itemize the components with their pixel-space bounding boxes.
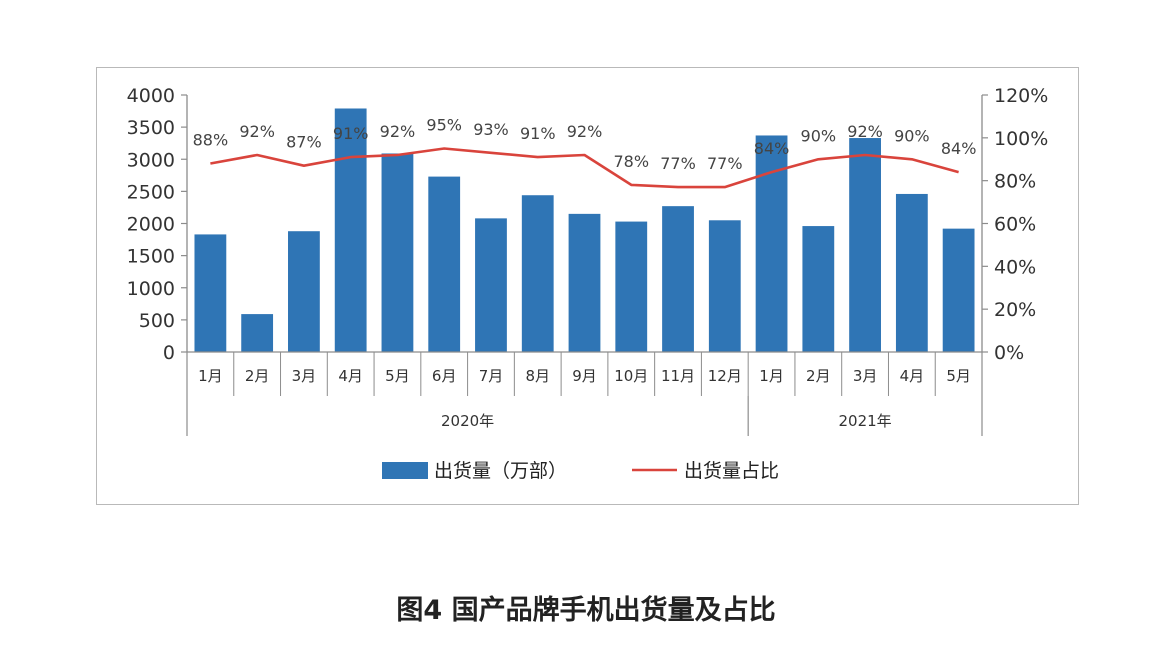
bar-8 [521,195,554,352]
bar-2 [241,314,274,352]
bar-1 [194,234,227,352]
x-tick-label: 7月 [479,367,504,385]
y-right-tick-label: 80% [994,171,1036,193]
share-data-label: 90% [801,126,837,145]
share-data-label: 87% [286,133,322,152]
bar-15 [849,138,881,352]
share-data-label: 95% [426,116,462,135]
bar-4 [334,108,367,353]
bar-3 [288,231,320,352]
group-label: 2021年 [838,412,891,430]
group-label: 2020年 [441,412,494,430]
bar-10 [615,221,648,352]
y-left-tick-label: 500 [139,310,175,332]
legend-label-line: 出货量占比 [684,460,779,482]
share-data-label: 91% [520,124,556,143]
bar-16 [895,193,928,352]
y-right-tick-label: 0% [994,342,1024,364]
figure-caption: 图4 国产品牌手机出货量及占比 [396,595,776,626]
share-data-label: 92% [380,122,416,141]
share-data-label: 77% [660,154,696,173]
chart-svg: 4000 3500 3000 2500 2000 1500 1000 500 0 120% 100%… [127,85,1049,482]
share-data-label: 77% [707,154,743,173]
y-left-tick-label: 1000 [127,278,175,300]
y-left-tick-label: 4000 [127,85,175,107]
bar-12 [708,220,741,352]
bar-17 [942,228,975,352]
x-tick-label: 6月 [432,367,457,385]
x-tick-label: 5月 [385,367,410,385]
share-line [210,147,959,189]
y-right-tick-label: 60% [994,214,1036,236]
y-right-tick-label: 20% [994,299,1036,321]
x-tick-label: 1月 [759,367,784,385]
share-data-label: 92% [567,122,603,141]
x-tick-label: 3月 [292,367,317,385]
line-group [210,147,959,189]
y-left-tick-label: 2000 [127,214,175,236]
y-right-tick-label: 120% [994,85,1048,107]
x-tick-label: 11月 [661,367,695,385]
bar-11 [662,206,694,352]
share-data-label: 92% [239,122,275,141]
x-tick-label: 10月 [614,367,648,385]
bar-14 [802,226,835,352]
share-data-label: 91% [333,124,369,143]
share-data-label: 88% [193,131,229,150]
x-tick-label: 2月 [245,367,270,385]
bar-9 [568,213,601,352]
bar-5 [381,153,414,352]
y-right-tick-label: 100% [994,128,1048,150]
y-left-tick-label: 3500 [127,117,175,139]
x-tick-label: 9月 [572,367,597,385]
x-tick-label: 2月 [806,367,831,385]
x-tick-label: 4月 [900,367,925,385]
legend-swatch-bar [382,462,428,479]
x-tick-label: 5月 [946,367,971,385]
bars-group [194,108,975,353]
legend: 出货量（万部） 出货量占比 [382,460,779,482]
share-data-label: 93% [473,120,509,139]
axes-group: 4000 3500 3000 2500 2000 1500 1000 500 0 120% 100%… [127,85,1048,436]
x-tick-label: 1月 [198,367,223,385]
y-left-tick-label: 0 [163,342,175,364]
x-tick-label: 3月 [853,367,878,385]
chart-frame: 4000 3500 3000 2500 2000 1500 1000 500 0 120% 100%… [96,67,1079,505]
x-tick-label: 12月 [708,367,742,385]
y-left-tick-label: 1500 [127,246,175,268]
y-left-tick-label: 3000 [127,149,175,171]
bar-7 [475,218,507,352]
x-tick-label: 4月 [338,367,363,385]
share-data-label: 90% [894,126,930,145]
y-right-tick-label: 40% [994,256,1036,278]
share-data-label: 84% [754,139,790,158]
share-data-label: 78% [613,152,649,171]
y-left-tick-label: 2500 [127,181,175,203]
x-tick-label: 8月 [525,367,550,385]
legend-label-bar: 出货量（万部） [434,460,567,482]
share-data-label: 84% [941,139,977,158]
data-labels-group: 88% 92% 87% 91% 92% 95% 93% 91% 92% 78% 77% 77% 84% 9… [193,116,977,174]
share-data-label: 92% [847,122,883,141]
bar-6 [428,176,461,352]
